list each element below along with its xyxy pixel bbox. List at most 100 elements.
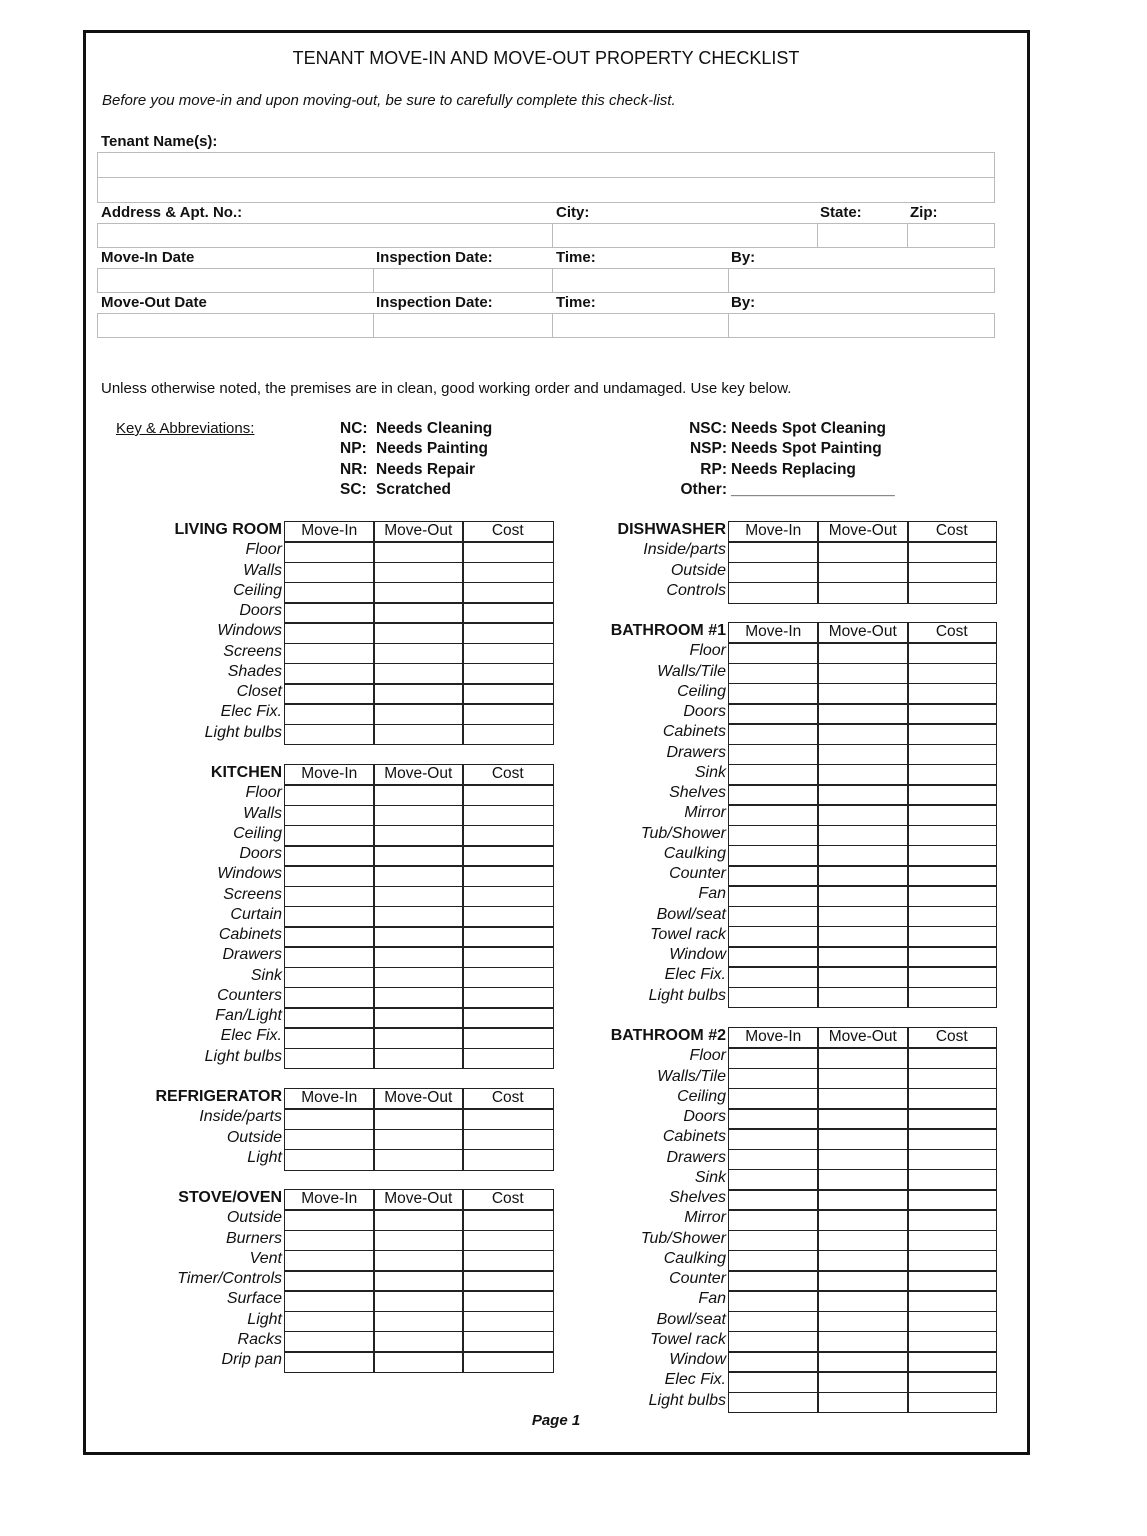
cost-cell[interactable]: [907, 1391, 997, 1414]
cost-cell[interactable]: [907, 1229, 997, 1252]
move-out-cell[interactable]: [373, 1047, 464, 1070]
cost-cell[interactable]: [462, 561, 554, 584]
cost-cell[interactable]: [462, 1290, 554, 1312]
cost-cell[interactable]: [907, 844, 997, 867]
move-out-cell[interactable]: [817, 1330, 909, 1353]
move-out-cell[interactable]: [817, 865, 909, 887]
cost-cell[interactable]: [462, 1148, 554, 1171]
move-out-cell[interactable]: [817, 946, 909, 968]
cost-cell[interactable]: [462, 845, 554, 867]
cost-cell[interactable]: [907, 1148, 997, 1171]
move-in-cell[interactable]: [728, 1310, 819, 1333]
move-in-cell[interactable]: [728, 1290, 819, 1312]
move-out-date-field[interactable]: [97, 313, 374, 338]
cost-cell[interactable]: [462, 1310, 554, 1333]
move-out-cell[interactable]: [373, 986, 464, 1009]
move-in-cell[interactable]: [728, 966, 819, 988]
move-out-inspection-field[interactable]: [373, 313, 553, 338]
address-field[interactable]: [97, 223, 553, 248]
move-out-cell[interactable]: [817, 743, 909, 766]
move-out-cell[interactable]: [817, 986, 909, 1009]
move-out-cell[interactable]: [817, 1391, 909, 1414]
cost-cell[interactable]: [907, 743, 997, 766]
cost-cell[interactable]: [907, 1270, 997, 1292]
move-in-cell[interactable]: [728, 581, 819, 604]
move-out-cell[interactable]: [817, 723, 909, 745]
cost-cell[interactable]: [462, 1027, 554, 1049]
move-out-cell[interactable]: [817, 1067, 909, 1090]
move-out-cell[interactable]: [373, 1148, 464, 1171]
move-in-cell[interactable]: [728, 1391, 819, 1414]
move-in-cell[interactable]: [284, 1007, 375, 1029]
cost-cell[interactable]: [907, 1290, 997, 1312]
move-in-cell[interactable]: [728, 682, 819, 705]
cost-cell[interactable]: [907, 1209, 997, 1231]
move-in-cell[interactable]: [284, 622, 375, 644]
move-in-cell[interactable]: [728, 561, 819, 584]
move-out-cell[interactable]: [817, 703, 909, 725]
move-out-cell[interactable]: [817, 1229, 909, 1252]
move-in-cell[interactable]: [728, 1189, 819, 1211]
cost-cell[interactable]: [462, 602, 554, 624]
move-in-cell[interactable]: [284, 1249, 375, 1272]
cost-cell[interactable]: [462, 986, 554, 1009]
move-out-cell[interactable]: [373, 1229, 464, 1252]
cost-cell[interactable]: [907, 1330, 997, 1353]
cost-cell[interactable]: [462, 966, 554, 989]
move-in-cell[interactable]: [728, 723, 819, 745]
move-in-cell[interactable]: [728, 865, 819, 887]
move-in-cell[interactable]: [284, 1047, 375, 1070]
move-out-cell[interactable]: [373, 1249, 464, 1272]
move-in-cell[interactable]: [728, 986, 819, 1009]
cost-cell[interactable]: [907, 662, 997, 685]
move-out-cell[interactable]: [373, 723, 464, 746]
cost-cell[interactable]: [462, 1128, 554, 1151]
move-out-cell[interactable]: [817, 844, 909, 867]
move-in-cell[interactable]: [728, 1067, 819, 1090]
cost-cell[interactable]: [907, 1371, 997, 1393]
move-out-cell[interactable]: [817, 763, 909, 786]
move-out-cell[interactable]: [373, 622, 464, 644]
cost-cell[interactable]: [462, 1229, 554, 1252]
move-in-cell[interactable]: [728, 1148, 819, 1171]
move-out-cell[interactable]: [817, 1209, 909, 1231]
move-in-cell[interactable]: [284, 804, 375, 827]
cost-cell[interactable]: [462, 824, 554, 847]
move-in-cell[interactable]: [728, 703, 819, 725]
cost-cell[interactable]: [907, 784, 997, 806]
cost-cell[interactable]: [907, 1067, 997, 1090]
move-out-cell[interactable]: [373, 581, 464, 604]
cost-cell[interactable]: [907, 1310, 997, 1333]
move-out-cell[interactable]: [373, 1290, 464, 1312]
cost-cell[interactable]: [907, 824, 997, 847]
cost-cell[interactable]: [907, 682, 997, 705]
move-in-cell[interactable]: [728, 946, 819, 968]
move-in-cell[interactable]: [728, 1108, 819, 1130]
move-in-cell[interactable]: [284, 784, 375, 806]
move-out-cell[interactable]: [817, 966, 909, 988]
move-out-cell[interactable]: [817, 1168, 909, 1191]
move-in-cell[interactable]: [728, 1047, 819, 1069]
move-in-cell[interactable]: [728, 763, 819, 786]
move-in-cell[interactable]: [284, 1290, 375, 1312]
move-in-cell[interactable]: [284, 1270, 375, 1292]
cost-cell[interactable]: [907, 1087, 997, 1110]
move-out-cell[interactable]: [373, 1310, 464, 1333]
move-in-cell[interactable]: [284, 905, 375, 928]
move-in-cell[interactable]: [284, 1108, 375, 1130]
move-in-cell[interactable]: [284, 845, 375, 867]
move-in-cell[interactable]: [284, 1229, 375, 1252]
move-out-cell[interactable]: [817, 662, 909, 685]
move-out-cell[interactable]: [817, 1148, 909, 1171]
move-out-by-field[interactable]: [728, 313, 995, 338]
move-out-cell[interactable]: [817, 1351, 909, 1373]
move-out-cell[interactable]: [817, 581, 909, 604]
move-in-cell[interactable]: [284, 1148, 375, 1171]
cost-cell[interactable]: [462, 581, 554, 604]
move-in-cell[interactable]: [284, 986, 375, 1009]
cost-cell[interactable]: [907, 1108, 997, 1130]
move-in-by-field[interactable]: [728, 268, 995, 293]
move-out-cell[interactable]: [373, 1007, 464, 1029]
cost-cell[interactable]: [462, 723, 554, 746]
move-in-cell[interactable]: [728, 824, 819, 847]
